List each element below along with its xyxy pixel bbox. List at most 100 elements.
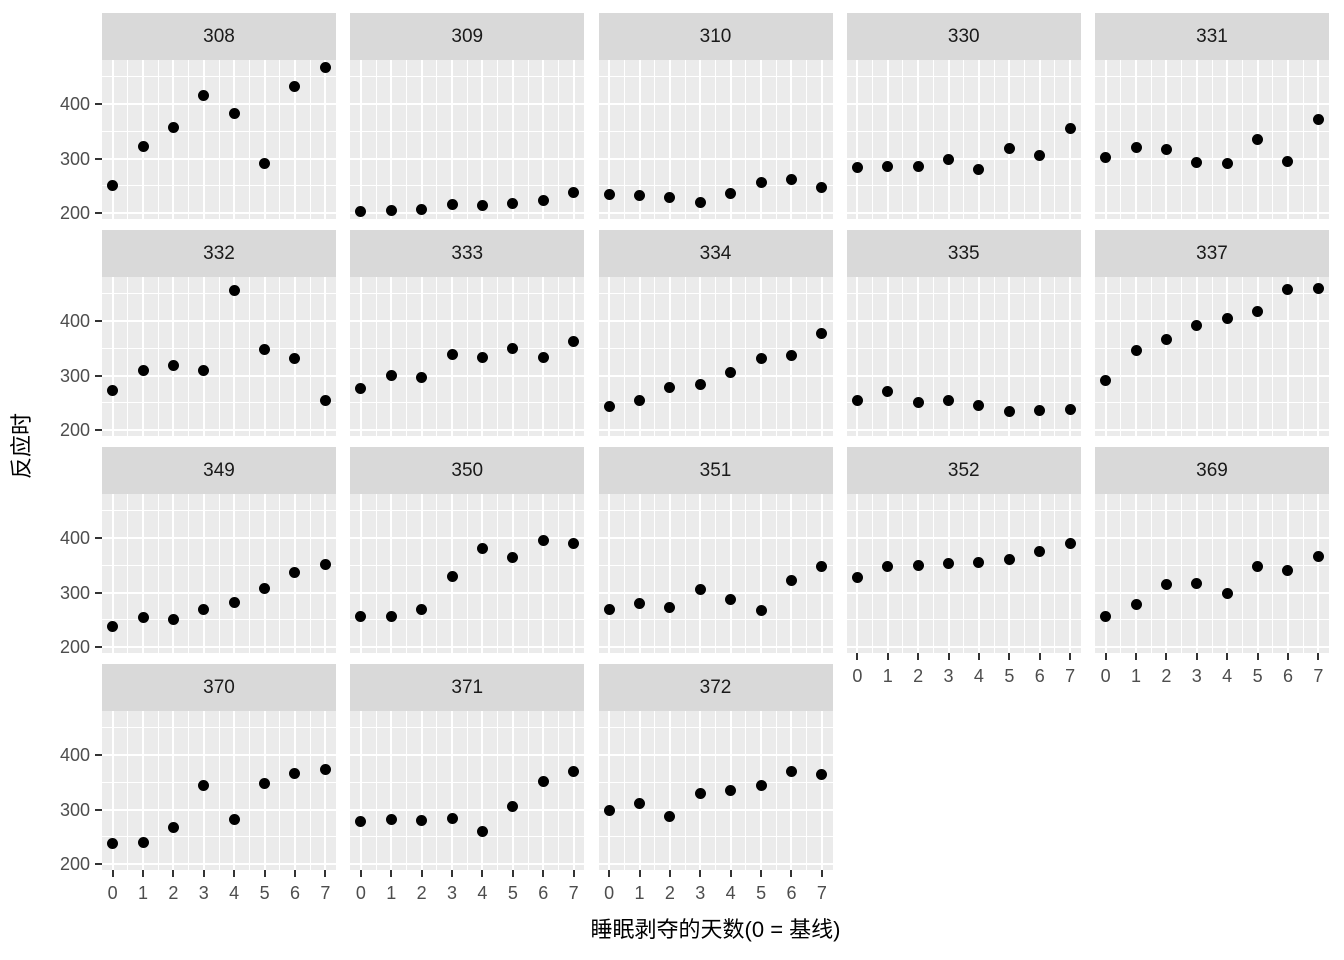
gridline-x-major	[856, 277, 859, 436]
data-point	[137, 364, 149, 376]
gridline-x-major	[947, 60, 950, 219]
data-point	[816, 560, 828, 572]
gridline-x-major	[977, 60, 980, 219]
gridline-x-minor	[527, 711, 529, 870]
gridline-x-major	[608, 277, 611, 436]
gridline-x-major	[202, 60, 205, 219]
gridline-x-minor	[1211, 277, 1213, 436]
gridline-x-minor	[436, 711, 438, 870]
data-point	[1003, 142, 1015, 154]
data-point	[476, 352, 488, 364]
data-point	[568, 538, 580, 550]
gridline-y-minor	[350, 292, 585, 294]
gridline-y-minor	[350, 564, 585, 566]
gridline-x-minor	[375, 711, 377, 870]
gridline-x-minor	[1150, 60, 1152, 219]
y-tick-label: 300	[59, 148, 90, 169]
data-point	[476, 543, 488, 555]
gridline-x-minor	[436, 60, 438, 219]
gridline-x-minor	[466, 60, 468, 219]
gridline-y-minor	[102, 509, 336, 511]
gridline-x-major	[820, 60, 823, 219]
gridline-x-minor	[963, 60, 965, 219]
x-tick-label: 6	[1282, 666, 1293, 686]
gridline-x-major	[638, 494, 641, 653]
facet-strip: 352	[846, 447, 1081, 494]
data-point	[1191, 156, 1203, 168]
data-point	[1130, 599, 1142, 611]
data-point	[725, 593, 737, 605]
gridline-x-minor	[127, 711, 129, 870]
gridline-x-major	[1104, 494, 1107, 653]
gridline-x-minor	[932, 494, 934, 653]
data-point	[355, 816, 367, 828]
gridline-y-major	[350, 591, 585, 594]
x-tick-mark	[233, 870, 236, 877]
gridline-y-minor	[350, 402, 585, 404]
x-tick-label: 1	[1131, 666, 1142, 686]
data-point	[289, 567, 301, 579]
data-point	[1064, 123, 1076, 135]
facet-strip: 309	[350, 13, 585, 60]
x-tick-mark	[977, 653, 980, 660]
gridline-x-minor	[1302, 277, 1304, 436]
gridline-x-minor	[872, 277, 874, 436]
data-point	[725, 785, 737, 797]
gridline-x-major	[111, 60, 114, 219]
gridline-x-minor	[775, 277, 777, 436]
gridline-x-minor	[963, 277, 965, 436]
data-point	[1312, 550, 1324, 562]
gridline-x-minor	[715, 494, 716, 653]
gridline-y-major	[102, 863, 336, 866]
x-axis-title: 睡眠剥夺的天数(0 = 基线)	[590, 917, 841, 942]
gridline-x-minor	[775, 60, 777, 219]
gridline-x-minor	[775, 711, 777, 870]
gridline-x-major	[1069, 494, 1072, 653]
data-point	[1282, 564, 1294, 576]
x-tick-mark	[668, 870, 671, 877]
gridline-x-minor	[684, 60, 686, 219]
data-point	[416, 604, 428, 616]
gridline-x-major	[1038, 494, 1041, 653]
gridline-x-major	[947, 277, 950, 436]
gridline-x-major	[1135, 60, 1138, 219]
data-point	[198, 779, 210, 791]
data-point	[1160, 578, 1172, 590]
y-tick-mark	[95, 808, 102, 811]
gridline-x-minor	[1211, 60, 1213, 219]
x-tick-label: 6	[538, 883, 549, 903]
gridline-x-major	[233, 277, 236, 436]
y-tick-label: 400	[59, 93, 90, 114]
gridline-y-major	[350, 753, 585, 756]
gridline-y-major	[1095, 157, 1329, 160]
facet-strip: 349	[102, 447, 336, 494]
gridline-y-major	[350, 374, 585, 377]
gridline-y-major	[846, 319, 1081, 322]
x-tick-mark	[511, 870, 514, 877]
data-point	[1160, 144, 1172, 156]
gridline-x-minor	[466, 277, 468, 436]
gridline-x-minor	[127, 277, 129, 436]
x-tick-label: 3	[943, 666, 954, 686]
data-point	[912, 396, 924, 408]
data-point	[1282, 284, 1294, 296]
gridline-y-minor	[102, 292, 336, 294]
gridline-x-minor	[1120, 277, 1122, 436]
gridline-x-minor	[188, 60, 190, 219]
gridline-y-minor	[350, 619, 585, 621]
data-point	[319, 61, 331, 73]
x-tick-mark	[542, 870, 545, 877]
x-tick-mark	[886, 653, 889, 660]
data-point	[289, 81, 301, 93]
data-point	[446, 812, 458, 824]
gridline-x-major	[729, 494, 732, 653]
gridline-x-major	[420, 494, 423, 653]
gridline-x-major	[1195, 60, 1198, 219]
gridline-x-minor	[872, 494, 874, 653]
gridline-x-minor	[157, 277, 159, 436]
gridline-y-minor	[350, 130, 585, 132]
gridline-x-minor	[623, 60, 625, 219]
x-tick-mark	[451, 870, 454, 877]
gridline-y-major	[102, 808, 336, 811]
gridline-x-minor	[188, 277, 190, 436]
